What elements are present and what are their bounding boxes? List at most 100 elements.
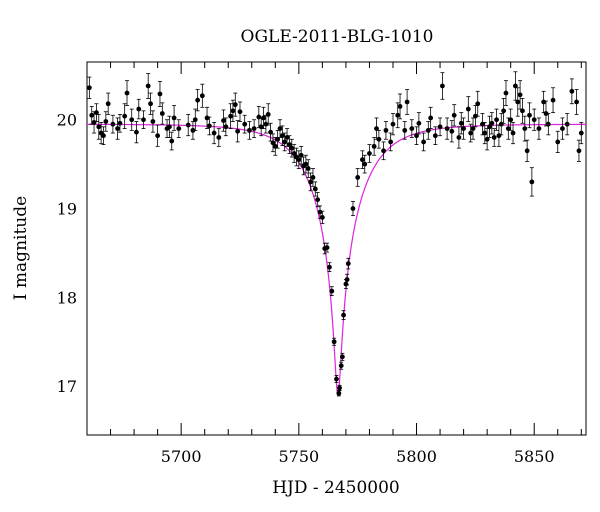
data-point (440, 72, 445, 100)
data-point (134, 121, 139, 144)
data-point (195, 89, 201, 112)
data-point (522, 115, 528, 142)
data-marker (242, 121, 248, 127)
data-marker (329, 288, 335, 294)
data-marker (190, 127, 196, 133)
data-marker (141, 117, 146, 123)
data-marker (310, 175, 316, 180)
data-marker (221, 118, 226, 124)
plot-frame (86, 61, 587, 436)
data-point (145, 73, 151, 99)
data-point (344, 273, 350, 286)
data-marker (192, 117, 198, 123)
data-point (327, 262, 332, 272)
data-marker (91, 119, 97, 125)
data-point (296, 150, 302, 169)
data-point (409, 119, 415, 138)
data-point (524, 139, 530, 162)
data-marker (277, 126, 283, 132)
data-point (334, 375, 339, 384)
data-marker (451, 112, 457, 118)
data-point (520, 98, 525, 124)
data-point (338, 361, 344, 370)
data-point (272, 137, 278, 156)
data-point (531, 108, 537, 131)
data-marker (376, 136, 382, 142)
data-point (261, 106, 266, 130)
data-marker (395, 112, 401, 118)
data-marker (336, 390, 342, 396)
data-marker (199, 93, 205, 99)
data-marker (339, 354, 345, 360)
data-marker (529, 179, 535, 185)
data-point (122, 103, 128, 130)
data-point (527, 102, 532, 129)
data-point (425, 121, 431, 140)
data-point (428, 106, 434, 130)
data-marker (291, 151, 297, 156)
data-marker (475, 101, 481, 107)
data-marker (522, 126, 528, 132)
data-point (550, 87, 556, 114)
data-point (117, 113, 123, 133)
data-point (86, 76, 92, 99)
x-tick-label: 5800 (396, 447, 437, 466)
data-point (345, 257, 351, 270)
data-marker (155, 133, 161, 139)
data-point (404, 89, 410, 115)
data-marker (265, 111, 271, 117)
data-marker (279, 133, 285, 139)
data-point (444, 117, 450, 140)
data-point (388, 132, 394, 152)
data-point (157, 81, 163, 107)
data-marker (312, 186, 318, 192)
data-point (159, 102, 165, 125)
data-marker (338, 363, 344, 369)
data-point (543, 100, 549, 127)
plot-border (86, 61, 587, 436)
data-marker (545, 121, 551, 127)
data-point (141, 110, 146, 130)
data-marker (110, 121, 116, 127)
data-point (237, 101, 243, 122)
data-marker (206, 123, 212, 129)
data-marker (527, 112, 532, 118)
data-marker (437, 124, 443, 130)
data-marker (569, 88, 575, 94)
data-point (242, 114, 248, 134)
data-marker (89, 112, 95, 118)
x-tick-label: 5750 (278, 447, 319, 466)
data-marker (520, 108, 525, 114)
data-point (190, 121, 196, 140)
data-point (230, 99, 236, 122)
data-marker (543, 111, 549, 116)
data-point (312, 181, 318, 197)
data-marker (282, 139, 288, 145)
data-marker (456, 135, 462, 140)
data-marker (96, 124, 102, 130)
data-marker (270, 140, 276, 146)
data-point (185, 113, 191, 137)
data-marker (503, 90, 509, 96)
data-marker (334, 376, 339, 382)
data-marker (388, 139, 394, 145)
data-marker (223, 124, 229, 130)
data-point (517, 80, 523, 110)
data-point (432, 126, 438, 145)
data-marker (237, 109, 243, 115)
data-point (148, 92, 153, 115)
data-marker (122, 113, 128, 119)
data-marker (319, 215, 325, 220)
data-point (475, 90, 481, 117)
y-tick-label: 20 (57, 111, 77, 130)
data-marker (345, 261, 351, 266)
data-point (223, 117, 229, 137)
data-point (468, 123, 474, 143)
data-marker (458, 120, 464, 126)
data-marker (374, 126, 379, 132)
data-marker (247, 127, 252, 133)
data-point (303, 154, 309, 174)
data-point (310, 168, 316, 187)
data-point (494, 108, 499, 131)
data-marker (261, 115, 266, 121)
